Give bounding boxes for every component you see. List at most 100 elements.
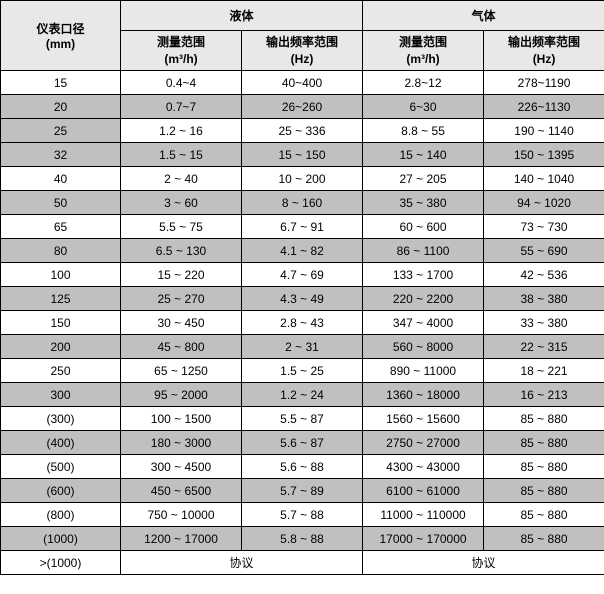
cell-gas-freq: 85 ~ 880: [484, 527, 604, 551]
cell-diameter: (600): [1, 479, 121, 503]
table-row: (500)300 ~ 45005.6 ~ 884300 ~ 4300085 ~ …: [1, 455, 604, 479]
cell-liquid-measure: 6.5 ~ 130: [121, 239, 242, 263]
header-row-1: 仪表口径 (mm) 液体 气体: [1, 1, 604, 31]
cell-gas-measure: 6~30: [363, 95, 484, 119]
cell-diameter: 15: [1, 71, 121, 95]
cell-liquid-measure: 30 ~ 450: [121, 311, 242, 335]
cell-liquid-measure: 5.5 ~ 75: [121, 215, 242, 239]
measure-unit: (m³/h): [406, 52, 439, 66]
cell-gas-freq: 85 ~ 880: [484, 455, 604, 479]
cell-gas-measure: 27 ~ 205: [363, 167, 484, 191]
cell-gas-measure: 1560 ~ 15600: [363, 407, 484, 431]
cell-liquid-measure: 1200 ~ 17000: [121, 527, 242, 551]
freq-label: 输出频率范围: [508, 35, 580, 49]
table-row: (1000)1200 ~ 170005.8 ~ 8817000 ~ 170000…: [1, 527, 604, 551]
cell-gas-freq: 278~1190: [484, 71, 604, 95]
th-diameter: 仪表口径 (mm): [1, 1, 121, 71]
cell-diameter: 125: [1, 287, 121, 311]
cell-liquid-measure: 25 ~ 270: [121, 287, 242, 311]
cell-liquid-freq: 2 ~ 31: [242, 335, 363, 359]
table-row: 30095 ~ 20001.2 ~ 241360 ~ 1800016 ~ 213: [1, 383, 604, 407]
cell-liquid-measure: 15 ~ 220: [121, 263, 242, 287]
table-row: 20045 ~ 8002 ~ 31560 ~ 800022 ~ 315: [1, 335, 604, 359]
freq-label: 输出频率范围: [266, 35, 338, 49]
cell-liquid-freq: 5.6 ~ 87: [242, 431, 363, 455]
cell-liquid-measure: 300 ~ 4500: [121, 455, 242, 479]
table-row: 251.2 ~ 1625 ~ 3368.8 ~ 55190 ~ 1140: [1, 119, 604, 143]
cell-liquid-measure: 0.4~4: [121, 71, 242, 95]
cell-diameter: 32: [1, 143, 121, 167]
cell-liquid-freq: 25 ~ 336: [242, 119, 363, 143]
th-liquid-measure: 测量范围 (m³/h): [121, 31, 242, 71]
cell-liquid-freq: 4.1 ~ 82: [242, 239, 363, 263]
cell-diameter: 200: [1, 335, 121, 359]
cell-liquid-measure: 1.2 ~ 16: [121, 119, 242, 143]
cell-gas-measure: 协议: [363, 551, 604, 575]
cell-gas-measure: 2.8~12: [363, 71, 484, 95]
cell-liquid-freq: 26~260: [242, 95, 363, 119]
th-liquid: 液体: [121, 1, 363, 31]
cell-diameter: (1000): [1, 527, 121, 551]
cell-gas-freq: 140 ~ 1040: [484, 167, 604, 191]
cell-gas-freq: 22 ~ 315: [484, 335, 604, 359]
cell-liquid-freq: 1.5 ~ 25: [242, 359, 363, 383]
table-row: 503 ~ 608 ~ 16035 ~ 38094 ~ 1020: [1, 191, 604, 215]
cell-liquid-freq: 5.8 ~ 88: [242, 527, 363, 551]
cell-liquid-measure: 450 ~ 6500: [121, 479, 242, 503]
table-row: 150.4~440~4002.8~12278~1190: [1, 71, 604, 95]
cell-liquid-freq: 10 ~ 200: [242, 167, 363, 191]
cell-liquid-measure: 95 ~ 2000: [121, 383, 242, 407]
cell-gas-measure: 890 ~ 11000: [363, 359, 484, 383]
cell-liquid-measure: 2 ~ 40: [121, 167, 242, 191]
cell-liquid-freq: 5.5 ~ 87: [242, 407, 363, 431]
cell-gas-measure: 133 ~ 1700: [363, 263, 484, 287]
table-row: 402 ~ 4010 ~ 20027 ~ 205140 ~ 1040: [1, 167, 604, 191]
table-row: 200.7~726~2606~30226~1130: [1, 95, 604, 119]
table-row: 655.5 ~ 756.7 ~ 9160 ~ 60073 ~ 730: [1, 215, 604, 239]
cell-gas-freq: 85 ~ 880: [484, 431, 604, 455]
cell-liquid-measure: 1.5 ~ 15: [121, 143, 242, 167]
cell-diameter: 50: [1, 191, 121, 215]
cell-gas-measure: 8.8 ~ 55: [363, 119, 484, 143]
spec-table: 仪表口径 (mm) 液体 气体 测量范围 (m³/h) 输出频率范围 (Hz) …: [0, 0, 604, 575]
table-row: 15030 ~ 4502.8 ~ 43347 ~ 400033 ~ 380: [1, 311, 604, 335]
table-row: 321.5 ~ 1515 ~ 15015 ~ 140150 ~ 1395: [1, 143, 604, 167]
cell-gas-freq: 190 ~ 1140: [484, 119, 604, 143]
cell-gas-measure: 1360 ~ 18000: [363, 383, 484, 407]
cell-diameter: 20: [1, 95, 121, 119]
table-row: >(1000)协议协议: [1, 551, 604, 575]
table-row: 25065 ~ 12501.5 ~ 25890 ~ 1100018 ~ 221: [1, 359, 604, 383]
cell-gas-measure: 11000 ~ 110000: [363, 503, 484, 527]
th-gas-measure: 测量范围 (m³/h): [363, 31, 484, 71]
measure-label: 测量范围: [399, 35, 447, 49]
cell-liquid-measure: 45 ~ 800: [121, 335, 242, 359]
cell-gas-freq: 38 ~ 380: [484, 287, 604, 311]
diameter-unit: (mm): [46, 37, 75, 51]
cell-liquid-freq: 5.7 ~ 88: [242, 503, 363, 527]
cell-liquid-freq: 4.7 ~ 69: [242, 263, 363, 287]
diameter-label: 仪表口径: [36, 22, 84, 36]
cell-gas-freq: 73 ~ 730: [484, 215, 604, 239]
cell-gas-measure: 560 ~ 8000: [363, 335, 484, 359]
cell-gas-measure: 60 ~ 600: [363, 215, 484, 239]
cell-gas-measure: 86 ~ 1100: [363, 239, 484, 263]
cell-liquid-measure: 100 ~ 1500: [121, 407, 242, 431]
cell-liquid-measure: 180 ~ 3000: [121, 431, 242, 455]
cell-gas-freq: 33 ~ 380: [484, 311, 604, 335]
cell-liquid-freq: 2.8 ~ 43: [242, 311, 363, 335]
cell-liquid-measure: 协议: [121, 551, 363, 575]
table-row: (600)450 ~ 65005.7 ~ 896100 ~ 6100085 ~ …: [1, 479, 604, 503]
cell-gas-freq: 150 ~ 1395: [484, 143, 604, 167]
table-row: 806.5 ~ 1304.1 ~ 8286 ~ 110055 ~ 690: [1, 239, 604, 263]
table-row: (800)750 ~ 100005.7 ~ 8811000 ~ 11000085…: [1, 503, 604, 527]
table-row: (300)100 ~ 15005.5 ~ 871560 ~ 1560085 ~ …: [1, 407, 604, 431]
th-liquid-freq: 输出频率范围 (Hz): [242, 31, 363, 71]
cell-liquid-measure: 750 ~ 10000: [121, 503, 242, 527]
cell-gas-freq: 18 ~ 221: [484, 359, 604, 383]
cell-gas-freq: 16 ~ 213: [484, 383, 604, 407]
cell-gas-freq: 85 ~ 880: [484, 479, 604, 503]
table-row: (400)180 ~ 30005.6 ~ 872750 ~ 2700085 ~ …: [1, 431, 604, 455]
cell-gas-measure: 15 ~ 140: [363, 143, 484, 167]
table-body: 150.4~440~4002.8~12278~1190200.7~726~260…: [1, 71, 604, 575]
cell-gas-measure: 6100 ~ 61000: [363, 479, 484, 503]
